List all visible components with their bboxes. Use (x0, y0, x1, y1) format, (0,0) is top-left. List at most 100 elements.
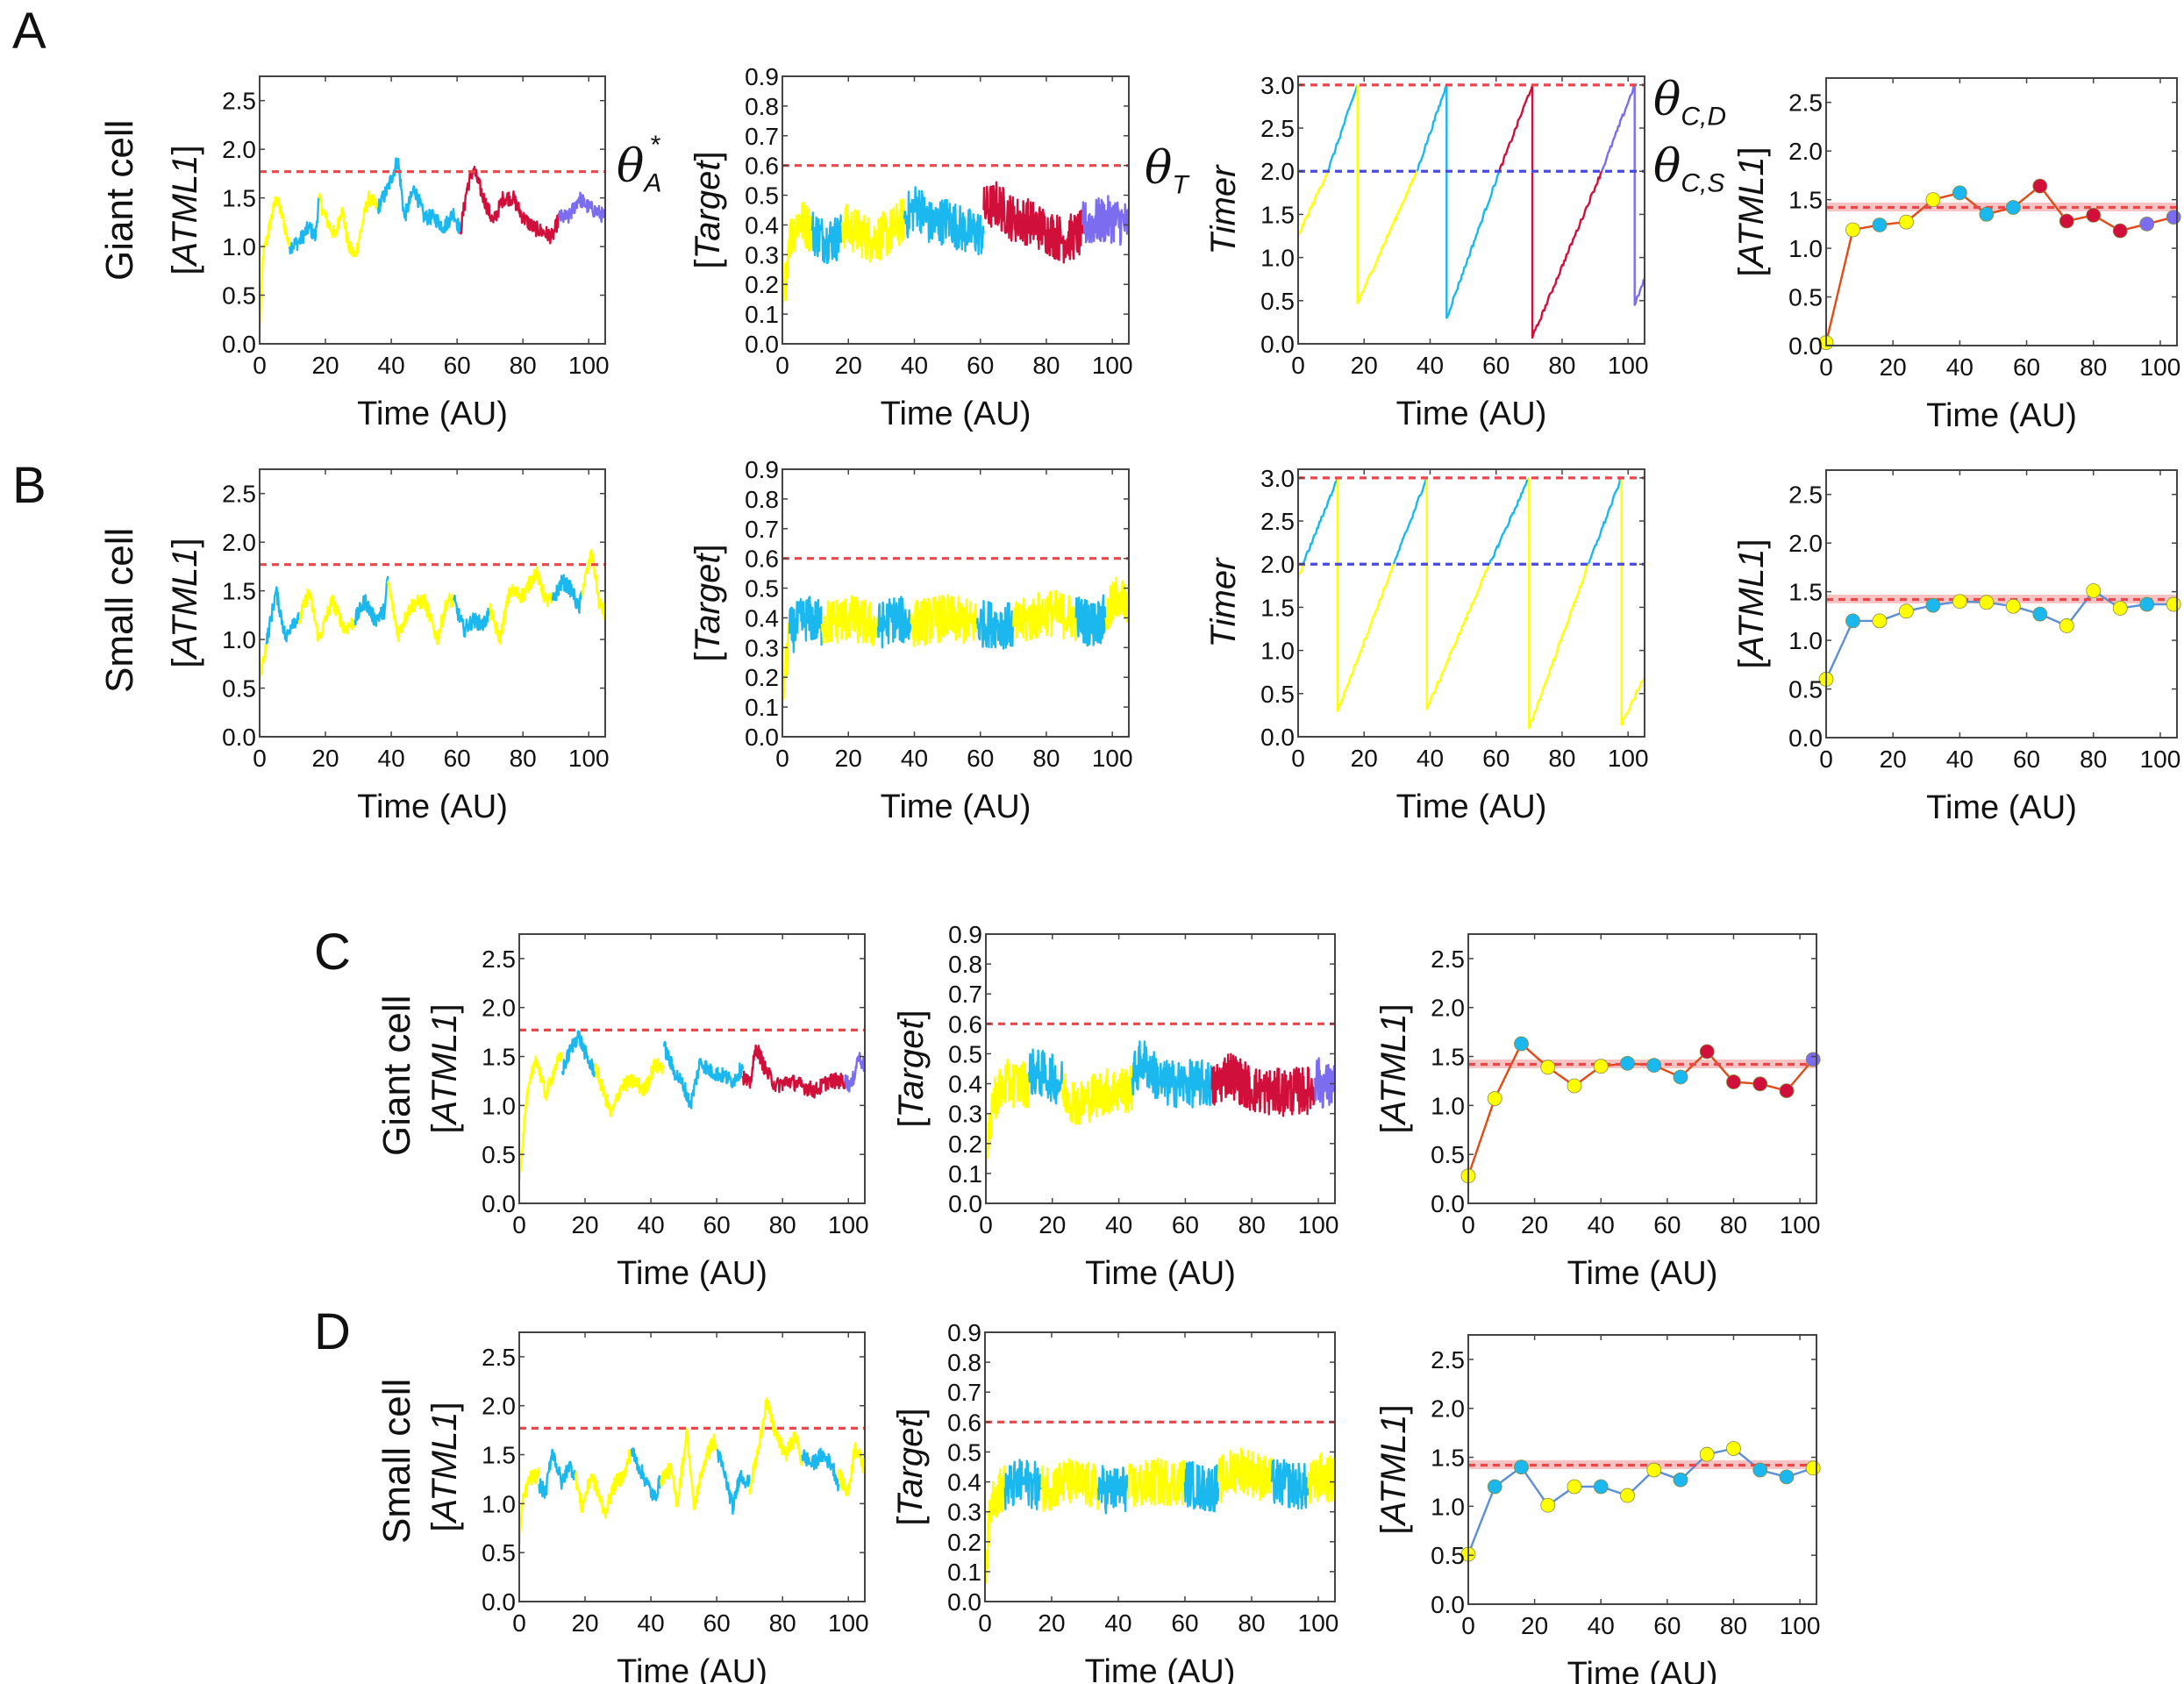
x-tick-label: 80 (2080, 746, 2107, 773)
x-tick-label: 0 (1819, 353, 1833, 381)
x-axis-label: Time (AU) (357, 396, 508, 432)
y-tick-label: 0.5 (222, 282, 256, 310)
y-tick-label: 1.0 (1788, 627, 1823, 654)
chart-D3: 0 20 40 60 80 100 0.0 0.5 1.0 1.5 2.0 2.5 Time (AU) [… (1374, 1334, 1821, 1684)
y-tick-label: 1.0 (1431, 1092, 1465, 1119)
y-label-bracket: ] (689, 544, 727, 553)
y-axis-label: [ATML1] (425, 1003, 464, 1133)
x-tick-label: 20 (311, 352, 339, 379)
plot-area (985, 1447, 1335, 1584)
trace-segment-yellow (1307, 1452, 1335, 1504)
y-tick-label: 0.5 (1431, 1542, 1465, 1569)
trace-segment-cyan (551, 574, 583, 614)
x-tick-label: 80 (1548, 745, 1575, 772)
trace-segment-yellow (318, 190, 380, 258)
x-tick-label: 100 (1298, 1609, 1339, 1637)
y-tick-label: 0.2 (947, 1529, 981, 1556)
trace-segment-yellow (986, 1059, 1031, 1184)
trace-segment-cyan (662, 1040, 745, 1110)
y-tick-label: 0.1 (948, 1160, 982, 1188)
y-tick-label: 1.5 (1431, 1445, 1465, 1472)
data-point-yellow (2112, 601, 2128, 616)
y-label-bracket: ] (1732, 539, 1771, 548)
trace-segment-cyan (801, 1447, 840, 1492)
x-tick-label: 40 (901, 352, 928, 379)
y-tick-label: 0.0 (482, 1190, 516, 1217)
trace-segment-red (982, 181, 1084, 264)
x-tick-label: 80 (1238, 1211, 1266, 1238)
x-tick-label: 80 (510, 745, 537, 772)
trace-segment-yellow (782, 201, 814, 315)
theta-cd-label: θC,D (1653, 74, 1726, 132)
x-tick-label: 0 (775, 745, 789, 772)
plot-area (1298, 83, 1645, 339)
trace-segment-yellow (1336, 477, 1395, 712)
y-tick-label: 2.0 (1260, 158, 1295, 185)
trace-segment-yellow (660, 1427, 718, 1510)
y-tick-label: 1.5 (1788, 579, 1823, 606)
y-label-bracket: [ (166, 658, 204, 667)
y-label-bracket: [ (425, 1124, 464, 1133)
x-axis-label: Time (AU) (1926, 789, 2077, 826)
y-label-name: Target (689, 160, 727, 260)
x-tick-label: 0 (775, 352, 789, 379)
x-tick-label: 0 (1819, 746, 1833, 773)
x-tick-label: 100 (1092, 352, 1133, 379)
plot-area (260, 157, 605, 344)
y-tick-label: 0.5 (1431, 1141, 1465, 1168)
trace-segment-cyan (1028, 1048, 1064, 1105)
y-tick-label: 2.0 (222, 529, 256, 556)
x-tick-label: 60 (1653, 1211, 1681, 1238)
x-tick-label: 100 (1298, 1211, 1339, 1238)
y-tick-label: 0.9 (745, 456, 779, 483)
x-tick-label: 20 (1521, 1612, 1548, 1639)
data-point-yellow (1979, 595, 1995, 610)
y-tick-label: 0.6 (948, 1010, 982, 1038)
trace-segment-cyan (630, 1447, 662, 1502)
plot-frame (1467, 1334, 1817, 1605)
y-tick-label: 2.5 (1260, 115, 1295, 142)
y-axis-label: [ATML1] (1732, 146, 1771, 276)
y-label-bracket: [ (892, 1117, 931, 1127)
chart-B3: 0 20 40 60 80 100 0.0 0.5 1.0 1.5 2.0 2.5 3.0 Time (A… (1204, 465, 1649, 825)
data-point-cyan (1620, 1055, 1635, 1071)
data-point-yellow (1805, 1460, 1821, 1476)
y-label-bracket: [ (425, 1522, 464, 1531)
data-point-yellow (1567, 1078, 1582, 1094)
y-label-name: ATML1 (166, 548, 204, 660)
y-tick-label: 2.5 (1431, 1346, 1465, 1374)
y-label-bracket: ] (892, 1010, 931, 1019)
y-tick-label: 2.5 (1788, 89, 1823, 117)
trace-segment-red (459, 165, 560, 245)
y-label-name: ATML1 (166, 155, 204, 268)
plot-frame (985, 933, 1336, 1204)
y-tick-label: 1.0 (222, 626, 256, 653)
trace-segment-cyan (1302, 477, 1339, 565)
x-tick-label: 20 (835, 352, 862, 379)
y-tick-label: 0.6 (745, 546, 779, 573)
trace-segment-yellow (594, 1058, 666, 1117)
y-tick-label: 0.1 (745, 301, 779, 328)
x-tick-label: 100 (1608, 745, 1649, 772)
plot-frame (984, 1331, 1336, 1602)
y-axis-label: [ATML1] (1374, 1003, 1413, 1133)
y-axis-label: Timer (1204, 557, 1243, 648)
y-tick-label: 0.3 (745, 634, 779, 661)
trace-segment-red (1210, 1052, 1317, 1117)
y-tick-label: 0.6 (745, 153, 779, 180)
y-tick-label: 2.0 (1431, 995, 1465, 1022)
data-point-yellow (1540, 1497, 1556, 1513)
y-label-bracket: [ (891, 1516, 930, 1525)
y-tick-label: 1.0 (222, 233, 256, 260)
trace-segment-cyan (975, 600, 1015, 650)
x-tick-label: 80 (510, 352, 537, 379)
trace-segment-cyan (1074, 594, 1107, 647)
y-tick-label: 0.0 (947, 1588, 981, 1616)
y-tick-label: 0.5 (482, 1141, 516, 1168)
x-tick-label: 0 (1461, 1612, 1475, 1639)
plot-frame (1825, 469, 2178, 739)
x-tick-label: 60 (967, 352, 994, 379)
trace-segment-cyan (788, 596, 824, 653)
x-tick-label: 100 (568, 352, 610, 379)
trace-segment-cyan (1183, 1460, 1220, 1513)
